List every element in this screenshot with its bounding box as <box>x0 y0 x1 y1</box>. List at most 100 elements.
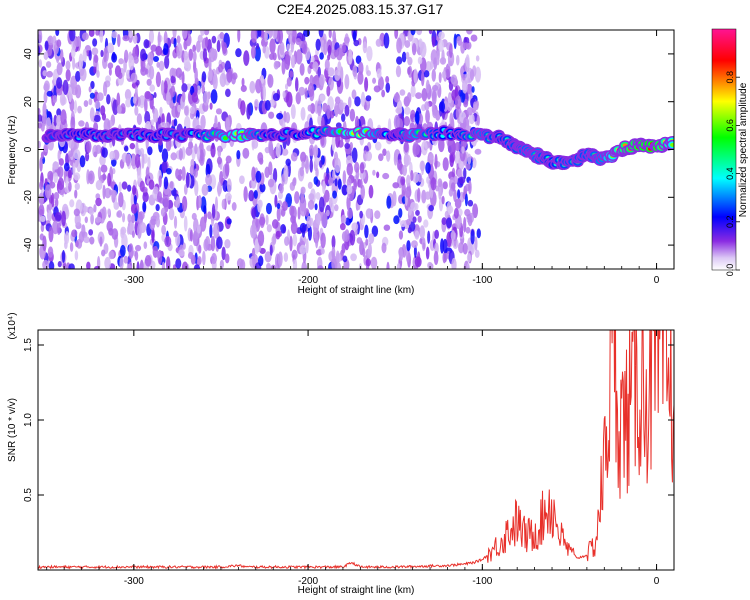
noise-speckle <box>370 256 378 269</box>
noise-speckle <box>319 52 324 60</box>
noise-speckle <box>193 264 201 269</box>
noise-speckle <box>133 194 137 206</box>
noise-speckle <box>264 100 271 111</box>
noise-speckle <box>301 224 306 238</box>
noise-speckle <box>126 263 132 269</box>
noise-speckle <box>149 94 154 110</box>
noise-speckle <box>289 235 293 252</box>
noise-speckle <box>38 114 43 122</box>
noise-speckle <box>111 228 119 240</box>
noise-speckle <box>158 175 162 188</box>
noise-speckle <box>63 162 70 172</box>
noise-speckle <box>357 71 364 85</box>
noise-speckle <box>196 85 201 95</box>
noise-speckle <box>134 250 139 261</box>
noise-speckle <box>251 45 256 59</box>
noise-speckle <box>96 69 100 78</box>
noise-speckle <box>38 192 45 206</box>
noise-speckle <box>74 37 81 47</box>
noise-speckle <box>226 68 233 83</box>
noise-speckle <box>71 229 78 238</box>
noise-speckle <box>68 86 73 103</box>
noise-speckle <box>450 74 458 85</box>
noise-speckle <box>351 222 359 231</box>
spectrogram-y-label: Frequency (Hz) <box>7 116 18 185</box>
noise-speckle <box>438 101 446 112</box>
noise-speckle <box>145 166 150 180</box>
noise-speckle <box>101 249 106 257</box>
noise-speckle <box>448 43 453 59</box>
noise-speckle <box>305 238 309 254</box>
noise-speckle <box>106 94 111 105</box>
noise-speckle <box>431 68 436 82</box>
noise-speckle <box>275 142 281 158</box>
noise-speckle <box>317 213 321 226</box>
noise-speckle <box>91 47 99 56</box>
noise-speckle <box>416 111 420 125</box>
noise-speckle <box>395 107 403 114</box>
colorbar-tick-label: 0.4 <box>725 167 735 180</box>
noise-speckle <box>412 216 417 223</box>
noise-speckle <box>274 194 278 208</box>
noise-speckle <box>90 213 94 225</box>
noise-speckle <box>198 244 202 254</box>
noise-speckle <box>352 64 358 78</box>
noise-speckle <box>42 110 48 127</box>
noise-speckle <box>134 105 139 116</box>
noise-speckle <box>181 71 185 85</box>
noise-speckle <box>74 189 78 199</box>
spectrogram-x-axis: -300 -200 -100 0 <box>46 30 675 286</box>
noise-speckle <box>158 60 165 71</box>
noise-speckle <box>43 143 49 153</box>
noise-speckle <box>38 30 43 44</box>
noise-speckle <box>342 170 347 186</box>
noise-speckle <box>277 251 283 267</box>
noise-speckle <box>57 177 65 191</box>
noise-speckle <box>423 219 429 228</box>
noise-speckle <box>123 49 129 64</box>
noise-speckle <box>236 149 241 160</box>
noise-speckle <box>281 58 286 75</box>
noise-speckle <box>424 101 430 111</box>
noise-speckle <box>268 111 275 119</box>
noise-speckle <box>172 264 177 269</box>
noise-speckle <box>106 220 114 232</box>
noise-speckle <box>417 173 423 183</box>
noise-speckle <box>312 76 317 85</box>
noise-speckle <box>398 230 404 240</box>
noise-speckle <box>472 203 479 219</box>
noise-speckle <box>53 191 60 200</box>
noise-speckle <box>172 30 177 39</box>
noise-speckle <box>308 144 315 157</box>
noise-speckle <box>315 233 319 249</box>
noise-speckle <box>136 261 140 269</box>
noise-speckle <box>81 224 86 237</box>
noise-speckle <box>86 261 91 269</box>
noise-speckle <box>88 98 93 106</box>
noise-speckle <box>178 148 183 161</box>
noise-speckle <box>44 184 52 199</box>
noise-speckle <box>366 46 373 62</box>
noise-speckle <box>89 107 95 122</box>
noise-speckle <box>217 181 222 197</box>
noise-speckle <box>160 207 166 217</box>
noise-speckle <box>338 99 344 111</box>
noise-speckle <box>269 244 273 256</box>
noise-speckle <box>224 161 230 177</box>
noise-speckle <box>326 85 331 97</box>
noise-speckle <box>73 172 81 181</box>
noise-speckle <box>216 40 221 53</box>
noise-speckle <box>407 66 411 75</box>
x-tick-label: -200 <box>298 576 318 587</box>
noise-speckle <box>442 252 447 264</box>
noise-speckle <box>225 155 232 164</box>
noise-speckle <box>340 214 347 225</box>
noise-speckle <box>203 238 209 252</box>
noise-speckle <box>267 74 274 88</box>
noise-speckle <box>254 45 261 62</box>
noise-speckle <box>437 178 443 188</box>
noise-speckle <box>43 90 48 104</box>
noise-speckle <box>254 99 259 108</box>
noise-speckle <box>284 236 290 247</box>
noise-speckle <box>61 210 66 227</box>
